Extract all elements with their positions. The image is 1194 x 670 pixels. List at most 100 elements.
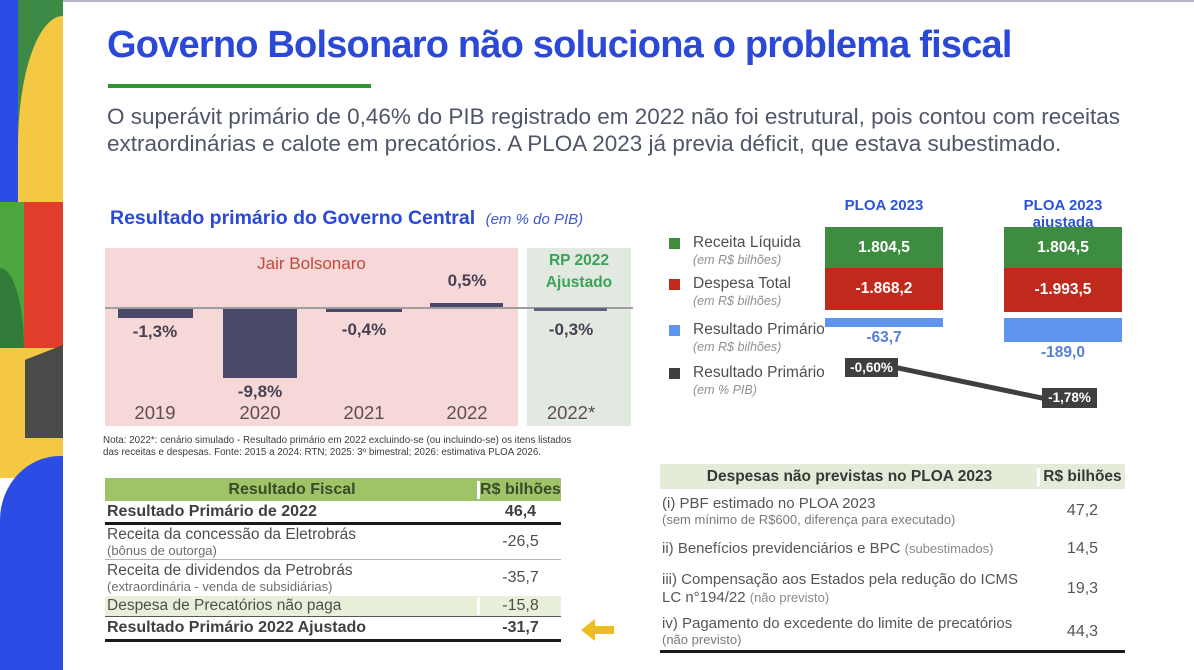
chart-title-text: Resultado primário do Governo Central <box>110 207 476 229</box>
bar-2022-adjusted <box>534 308 607 311</box>
row-inline-note: (não previsto) <box>749 589 830 605</box>
pct-badge-ploa2023-ajustada: -1,78% <box>1042 388 1097 408</box>
deco-red-block <box>24 202 63 352</box>
resultado-bar-ploa2023 <box>825 318 943 327</box>
primary-chart-title: Resultado primário do Governo Central (e… <box>110 207 670 230</box>
receita-box-ploa2023: 1.804,5 <box>825 227 943 268</box>
year-label-2020: 2020 <box>239 402 281 423</box>
row-label: iii) Compensação aos Estados pela reduçã… <box>662 570 1019 606</box>
despesa-box-ploa2023: -1.868,2 <box>825 268 943 310</box>
table-row: Resultado Primário de 2022 46,4 <box>105 501 561 525</box>
legend-item-despesa: Despesa Total (em R$ bilhões) <box>669 275 869 308</box>
legend-sub: (em R$ bilhões) <box>693 253 782 267</box>
row-label: Resultado Primário de 2022 <box>107 502 317 520</box>
row-sub: (bônus de outorga) <box>107 542 217 558</box>
pct-badge-ploa2023: -0,60% <box>845 358 898 377</box>
intro-text: O superávit primário de 0,46% do PIB reg… <box>107 104 1121 156</box>
table-row: Resultado Primário 2022 Ajustado -31,7 <box>105 617 561 642</box>
row-label: Despesa de Precatórios não paga <box>107 597 342 615</box>
bar-2019 <box>118 309 193 318</box>
resultado-value-ploa2023-ajustada: -189,0 <box>1041 344 1085 361</box>
chart-unit-note: (em % do PIB) <box>485 211 584 228</box>
bar-2022 <box>430 303 503 307</box>
legend-sub: (em % PIB) <box>693 383 757 397</box>
year-label-2022: 2022 <box>446 402 488 423</box>
era-label: Jair Bolsonaro <box>257 254 366 273</box>
legend-item-receita: Receita Líquida (em R$ bilhões) <box>669 234 869 267</box>
row-inline-note: (subestimados) <box>904 540 994 556</box>
table-row: iii) Compensação aos Estados pela reduçã… <box>660 564 1125 613</box>
table-row: Receita de dividendos da Petrobrás (extr… <box>105 560 561 596</box>
receita-box-ploa2023-ajustada: 1.804,5 <box>1004 227 1122 268</box>
legend-sub: (em R$ bilhões) <box>693 340 782 354</box>
table-row: (i) PBF estimado no PLOA 2023 (sem mínim… <box>660 489 1125 533</box>
resultado-rs-legend-swatch-icon <box>669 325 680 336</box>
row-label: Receita de dividendos da Petrobrás <box>107 562 353 580</box>
ploa-2023-header: PLOA 2023 <box>844 197 924 214</box>
despesa-legend-swatch-icon <box>669 279 680 290</box>
bolsonaro-era-panel <box>105 248 518 426</box>
row-value: -31,7 <box>477 619 561 637</box>
chart-footnote-line2: das receitas e despesas. Fonte: 2015 a 2… <box>103 447 541 459</box>
page-title: Governo Bolsonaro não soluciona o proble… <box>107 24 1012 66</box>
row-sub: (extraordinária - venda de subsidiárias) <box>107 578 333 594</box>
value-label-2019: -1,3% <box>132 322 178 341</box>
table-header-cell: R$ bilhões <box>1037 467 1125 486</box>
adjusted-panel <box>527 248 631 426</box>
legend-label: Despesa Total <box>693 275 791 292</box>
deco-blue-curve <box>0 456 63 670</box>
resultado-pct-legend-swatch-icon <box>669 368 680 379</box>
value-label-2022: 0,5% <box>447 271 487 290</box>
deco-blue-strip <box>0 0 18 202</box>
bar-2021 <box>326 309 402 312</box>
row-sub: (não previsto) <box>662 632 742 648</box>
row-value: 44,3 <box>1037 622 1125 641</box>
fiscal-result-table: Resultado Fiscal R$ bilhões Resultado Pr… <box>105 478 561 642</box>
row-label: (i) PBF estimado no PLOA 2023 <box>662 494 876 512</box>
legend-label: Receita Líquida <box>693 234 801 251</box>
table-row: Receita da concessão da Eletrobrás (bônu… <box>105 525 561 560</box>
legend-label: Resultado Primário <box>693 321 825 338</box>
table-row: ii) Benefícios previdenciários e BPC (su… <box>660 533 1125 564</box>
row-label: Resultado Primário 2022 Ajustado <box>107 619 367 636</box>
row-value: 46,4 <box>477 502 561 521</box>
decorative-side-art <box>0 0 65 670</box>
row-label: ii) Benefícios previdenciários e BPC <box>662 539 901 557</box>
row-value: -35,7 <box>477 569 561 587</box>
chart-footnote-line1: Nota: 2022*: cenário simulado - Resultad… <box>103 435 572 446</box>
adjusted-panel-title: RP 2022 Ajustado <box>545 252 613 291</box>
row-value: -15,8 <box>477 597 561 615</box>
value-label-2020: -9,8% <box>237 382 283 401</box>
legend-item-resultado-rs: Resultado Primário (em R$ bilhões) <box>669 321 869 354</box>
row-label: Receita da concessão da Eletrobrás <box>107 526 357 544</box>
table-header-cell: Despesas não previstas no PLOA 2023 <box>706 467 993 485</box>
table-row-highlighted: Despesa de Precatórios não paga -15,8 <box>105 596 561 617</box>
row-value: 47,2 <box>1037 502 1125 520</box>
row-value: 14,5 <box>1037 539 1125 558</box>
legend-sub: (em R$ bilhões) <box>693 294 782 308</box>
table-row: iv) Pagamento do excedente do limite de … <box>660 613 1125 653</box>
despesa-box-ploa2023-ajustada: -1.993,5 <box>1004 268 1122 312</box>
slide-top-border <box>63 0 1194 2</box>
year-label-2022-adjusted: 2022* <box>546 402 596 423</box>
zero-axis-line <box>105 307 633 309</box>
resultado-value-ploa2023: -63,7 <box>866 329 902 346</box>
legend-label: Resultado Primário <box>693 364 825 381</box>
bar-2020 <box>223 309 297 378</box>
row-label: iv) Pagamento do excedente do limite de … <box>662 615 1013 633</box>
arrow-left-icon <box>581 619 614 641</box>
ploa-2023-ajustada-header: PLOA 2023 ajustada <box>1023 197 1103 231</box>
value-label-2022-adjusted: -0,3% <box>548 320 594 339</box>
title-underline <box>108 84 371 88</box>
row-sub: (sem mínimo de R$600, diferença para exe… <box>662 511 956 527</box>
deco-gray-block <box>25 345 63 438</box>
legend-item-resultado-pct: Resultado Primário (em % PIB) <box>669 364 869 397</box>
year-label-2019: 2019 <box>134 402 176 423</box>
despesas-nao-previstas-table: Despesas não previstas no PLOA 2023 R$ b… <box>660 464 1125 653</box>
row-value: -26,5 <box>477 533 561 551</box>
table-header-cell: Resultado Fiscal <box>228 480 356 498</box>
year-label-2021: 2021 <box>343 402 385 423</box>
chart-footnote: Nota: 2022*: cenário simulado - Resultad… <box>103 435 643 459</box>
pct-connector-line <box>894 365 1044 401</box>
row-value: 19,3 <box>1037 579 1125 598</box>
